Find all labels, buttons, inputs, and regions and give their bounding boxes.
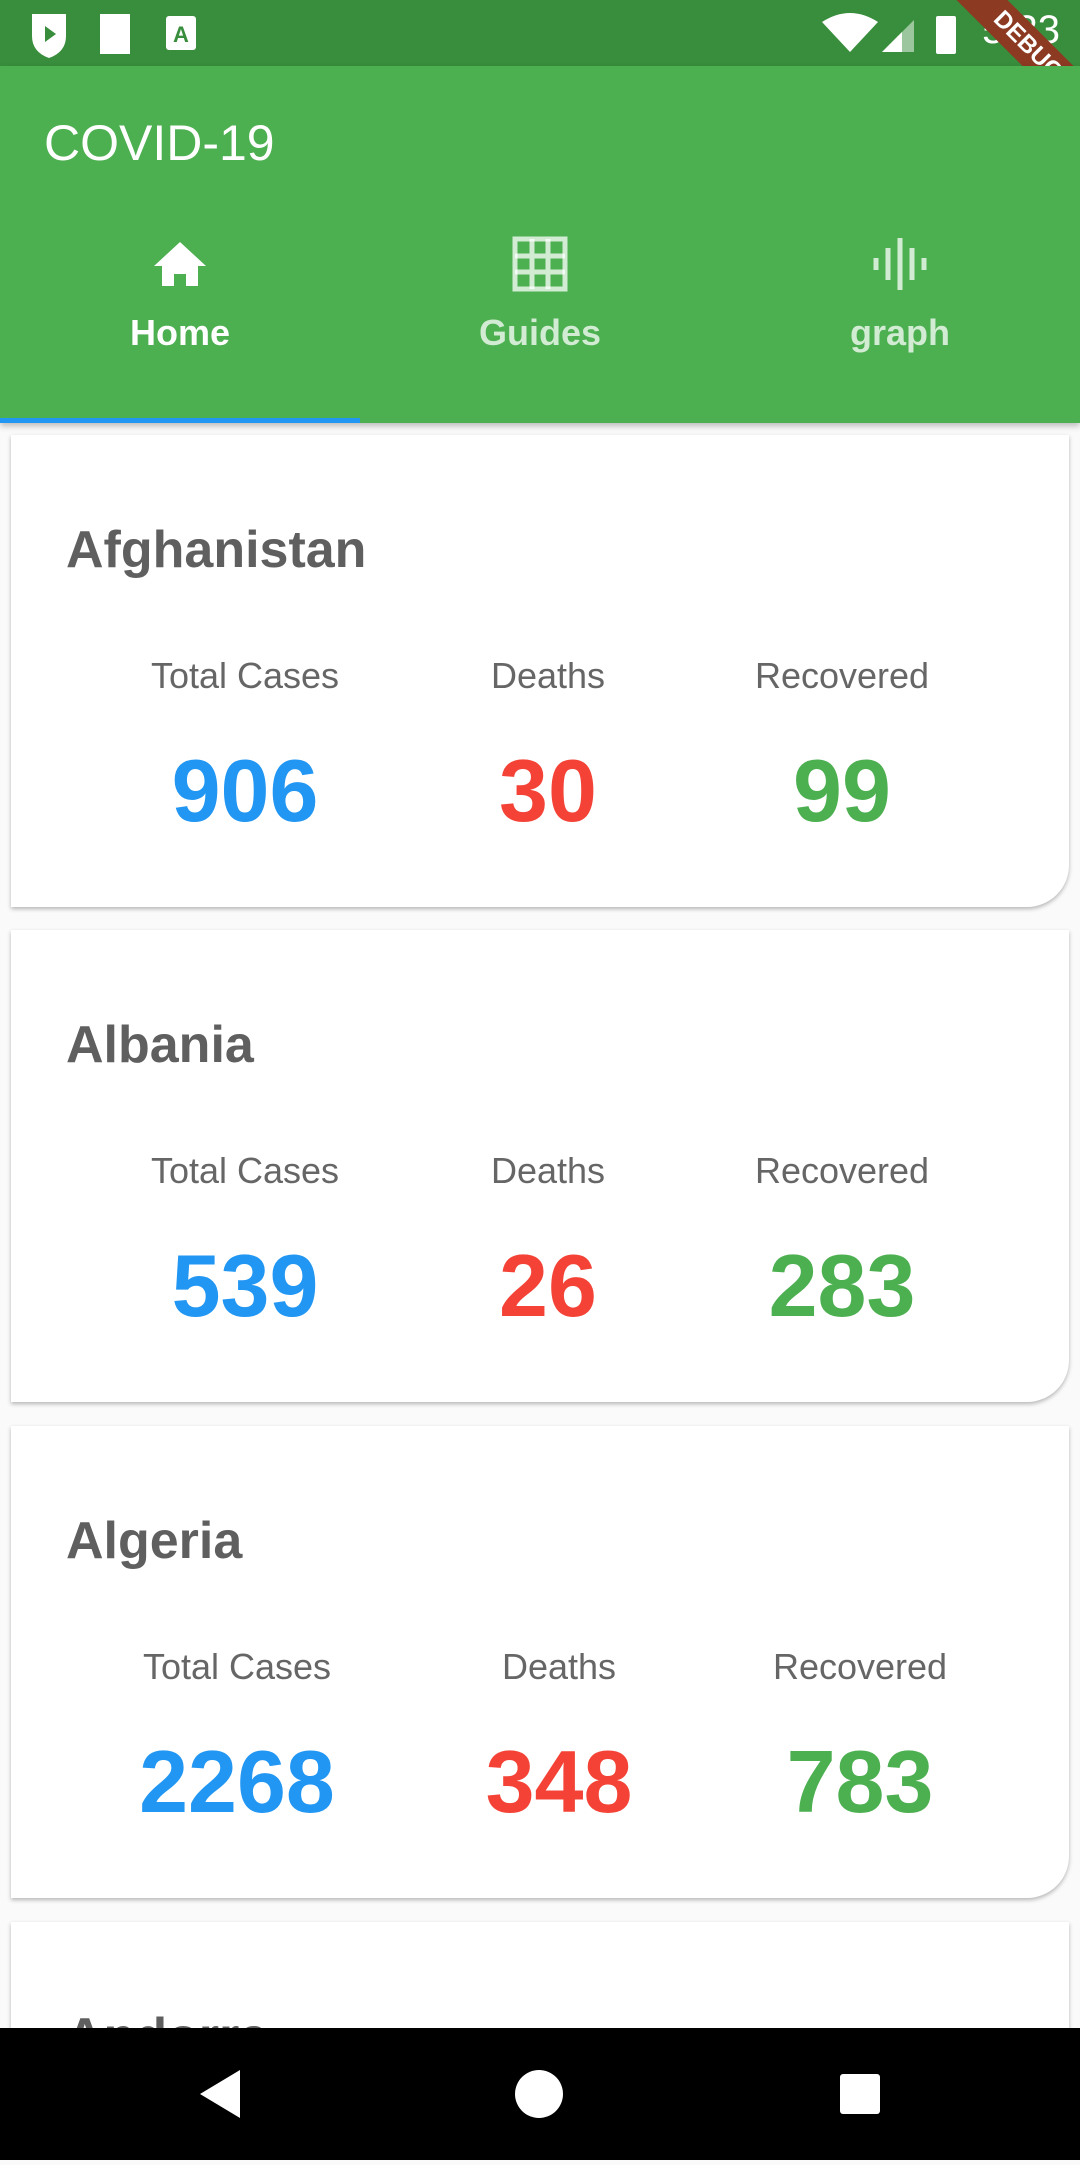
tab[interactable]: Home xyxy=(0,236,360,354)
home-icon xyxy=(154,242,206,286)
stat-label: Recovered xyxy=(754,655,930,696)
tab[interactable]: Guides xyxy=(360,236,720,354)
signal-icons xyxy=(822,13,956,54)
stat-label: Total Cases xyxy=(150,655,340,696)
country-name: Afghanistan xyxy=(66,521,367,579)
stat-value: 99 xyxy=(793,741,891,840)
stat-label: Total Cases xyxy=(150,1150,340,1191)
country-card: Afghanistan Total Cases 906 Deaths 30 Recover… xyxy=(11,435,1069,907)
stat-value: 283 xyxy=(768,1236,916,1335)
stat-label: Recovered xyxy=(772,1646,948,1687)
stat-label: Recovered xyxy=(754,1150,930,1191)
nav-buttons xyxy=(200,2070,880,2118)
stat-value: 906 xyxy=(171,741,319,840)
stat-value: 30 xyxy=(499,741,597,840)
status-icons: A xyxy=(32,14,196,58)
stat-value: 26 xyxy=(499,1236,597,1335)
tab-label: graph xyxy=(849,312,950,353)
tab-label: Guides xyxy=(478,312,602,353)
stat-label: Total Cases xyxy=(142,1646,332,1687)
stat-value: 348 xyxy=(485,1732,633,1831)
stat-label: Deaths xyxy=(501,1646,617,1687)
country-card: Albania Total Cases 539 Deaths 26 Recovered 28… xyxy=(11,930,1069,1402)
tab-label: Home xyxy=(129,312,231,353)
app-title: COVID-19 xyxy=(44,115,275,171)
status-bar: A 5:23 DEBUG xyxy=(0,0,1080,137)
country-card: Algeria Total Cases 2268 Deaths 348 Recovered… xyxy=(11,1426,1069,1898)
stat-label: Deaths xyxy=(490,1150,606,1191)
stat-label: Deaths xyxy=(490,655,606,696)
stat-value: 2268 xyxy=(139,1732,335,1831)
graph-icon xyxy=(873,238,927,290)
tab[interactable]: graph xyxy=(720,236,1080,354)
stat-value: 539 xyxy=(171,1236,319,1335)
country-list: Afghanistan Total Cases 906 Deaths 30 Recover… xyxy=(0,423,1080,2028)
navigation-bar xyxy=(0,2028,1080,2160)
tab-indicator xyxy=(0,418,360,423)
app-bar: COVID-19 Home Guides graph xyxy=(0,66,1080,423)
country-name: Algeria xyxy=(66,1512,243,1570)
back-button[interactable] xyxy=(200,2070,240,2118)
grid-icon xyxy=(512,236,568,292)
country-name: Albania xyxy=(66,1016,254,1074)
country-name: Andorra xyxy=(66,2007,268,2028)
svg-text:A: A xyxy=(173,22,189,47)
country-card: Andorra xyxy=(11,1922,1069,2028)
home-button[interactable] xyxy=(515,2070,563,2118)
recents-button[interactable] xyxy=(840,2074,880,2114)
stat-value: 783 xyxy=(786,1732,934,1831)
